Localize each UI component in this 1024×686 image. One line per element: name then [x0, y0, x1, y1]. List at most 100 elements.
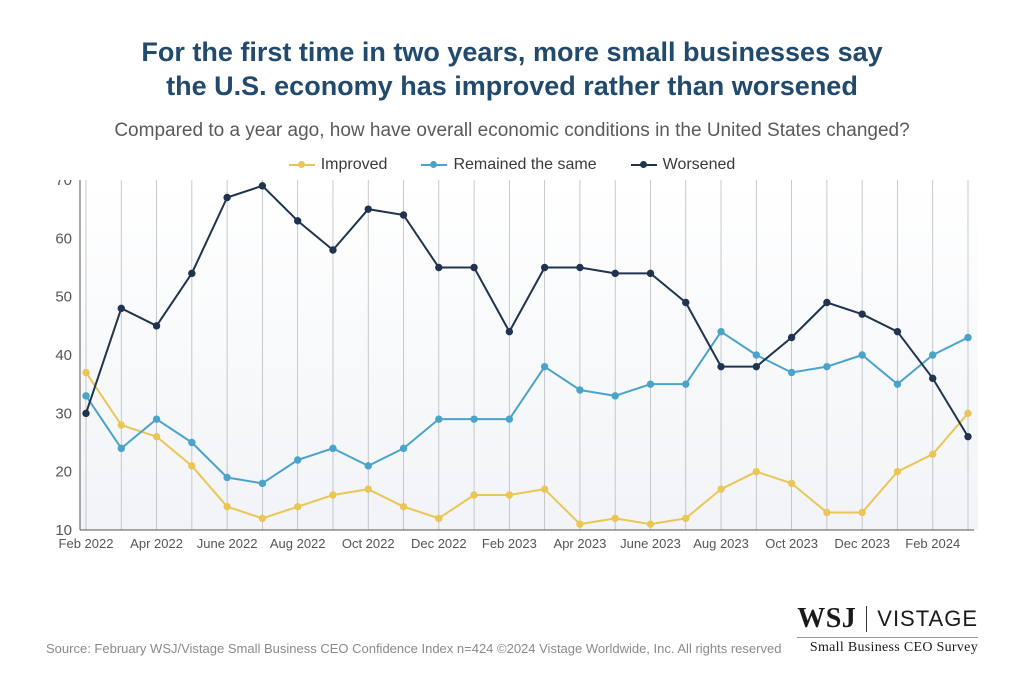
legend-label: Worsened: [663, 156, 736, 174]
data-point: [189, 270, 195, 276]
x-tick-label: Oct 2022: [342, 536, 395, 551]
legend-label: Remained the same: [453, 156, 596, 174]
y-tick-label: 20: [55, 463, 72, 480]
x-tick-label: Oct 2023: [765, 536, 818, 551]
data-point: [859, 509, 865, 515]
data-point: [365, 205, 371, 211]
data-point: [365, 462, 371, 468]
data-point: [753, 468, 759, 474]
y-tick-label: 50: [55, 288, 72, 305]
data-point: [118, 445, 124, 451]
data-point: [224, 503, 230, 509]
data-point: [436, 264, 442, 270]
x-tick-label: Feb 2022: [59, 536, 114, 551]
data-point: [894, 328, 900, 334]
y-tick-label: 70: [55, 180, 72, 189]
series-line: [86, 331, 968, 483]
data-point: [859, 351, 865, 357]
x-tick-label: Aug 2022: [270, 536, 326, 551]
data-point: [294, 217, 300, 223]
x-tick-label: June 2023: [620, 536, 681, 551]
chart-title: For the first time in two years, more sm…: [46, 36, 978, 104]
legend: ImprovedRemained the sameWorsened: [46, 156, 978, 174]
data-point: [718, 328, 724, 334]
data-point: [824, 509, 830, 515]
data-point: [118, 421, 124, 427]
x-tick-label: Apr 2023: [554, 536, 607, 551]
data-point: [436, 515, 442, 521]
data-point: [541, 264, 547, 270]
logo-subtitle: Small Business CEO Survey: [797, 640, 978, 656]
data-point: [365, 485, 371, 491]
data-point: [83, 369, 89, 375]
x-tick-label: Feb 2024: [905, 536, 960, 551]
data-point: [718, 363, 724, 369]
data-point: [859, 310, 865, 316]
data-point: [506, 491, 512, 497]
data-point: [577, 520, 583, 526]
data-point: [683, 515, 689, 521]
title-line-2: the U.S. economy has improved rather tha…: [166, 71, 858, 101]
x-tick-label: Apr 2022: [130, 536, 183, 551]
wsj-logo: WSJ: [797, 603, 856, 635]
data-point: [330, 445, 336, 451]
data-point: [224, 474, 230, 480]
data-point: [189, 439, 195, 445]
chart-frame: For the first time in two years, more sm…: [0, 0, 1024, 686]
y-tick-label: 40: [55, 347, 72, 364]
data-point: [259, 515, 265, 521]
data-point: [788, 480, 794, 486]
data-point: [894, 380, 900, 386]
x-tick-label: Dec 2022: [411, 536, 467, 551]
data-point: [153, 433, 159, 439]
x-tick-label: Feb 2023: [482, 536, 537, 551]
data-point: [894, 468, 900, 474]
data-point: [683, 380, 689, 386]
legend-marker-icon: [289, 164, 315, 166]
data-point: [577, 386, 583, 392]
data-point: [400, 445, 406, 451]
y-tick-label: 30: [55, 405, 72, 422]
data-point: [471, 264, 477, 270]
data-point: [259, 480, 265, 486]
data-point: [824, 363, 830, 369]
data-point: [506, 415, 512, 421]
data-point: [118, 305, 124, 311]
data-point: [471, 415, 477, 421]
data-point: [330, 246, 336, 252]
data-point: [541, 363, 547, 369]
data-point: [577, 264, 583, 270]
x-tick-label: Aug 2023: [693, 536, 749, 551]
data-point: [189, 462, 195, 468]
data-point: [965, 334, 971, 340]
logo-block: WSJ VISTAGE Small Business CEO Survey: [797, 603, 978, 656]
footer: Source: February WSJ/Vistage Small Busin…: [46, 603, 978, 656]
data-point: [930, 450, 936, 456]
data-point: [294, 456, 300, 462]
data-point: [965, 433, 971, 439]
series-line: [86, 185, 968, 436]
data-point: [294, 503, 300, 509]
data-point: [153, 322, 159, 328]
series-line: [86, 372, 968, 524]
data-point: [612, 270, 618, 276]
data-point: [436, 415, 442, 421]
data-point: [153, 415, 159, 421]
data-point: [541, 485, 547, 491]
data-point: [683, 299, 689, 305]
x-tick-label: June 2022: [197, 536, 258, 551]
vistage-logo: VISTAGE: [866, 606, 978, 632]
data-point: [930, 375, 936, 381]
data-point: [647, 270, 653, 276]
data-point: [965, 410, 971, 416]
legend-marker-icon: [421, 164, 447, 166]
data-point: [612, 392, 618, 398]
legend-marker-icon: [631, 164, 657, 166]
title-line-1: For the first time in two years, more sm…: [141, 37, 882, 67]
legend-item: Remained the same: [421, 156, 596, 174]
data-point: [753, 363, 759, 369]
data-point: [612, 515, 618, 521]
data-point: [718, 485, 724, 491]
chart-svg: 10203040506070Feb 2022Apr 2022June 2022A…: [46, 180, 978, 560]
data-point: [400, 211, 406, 217]
